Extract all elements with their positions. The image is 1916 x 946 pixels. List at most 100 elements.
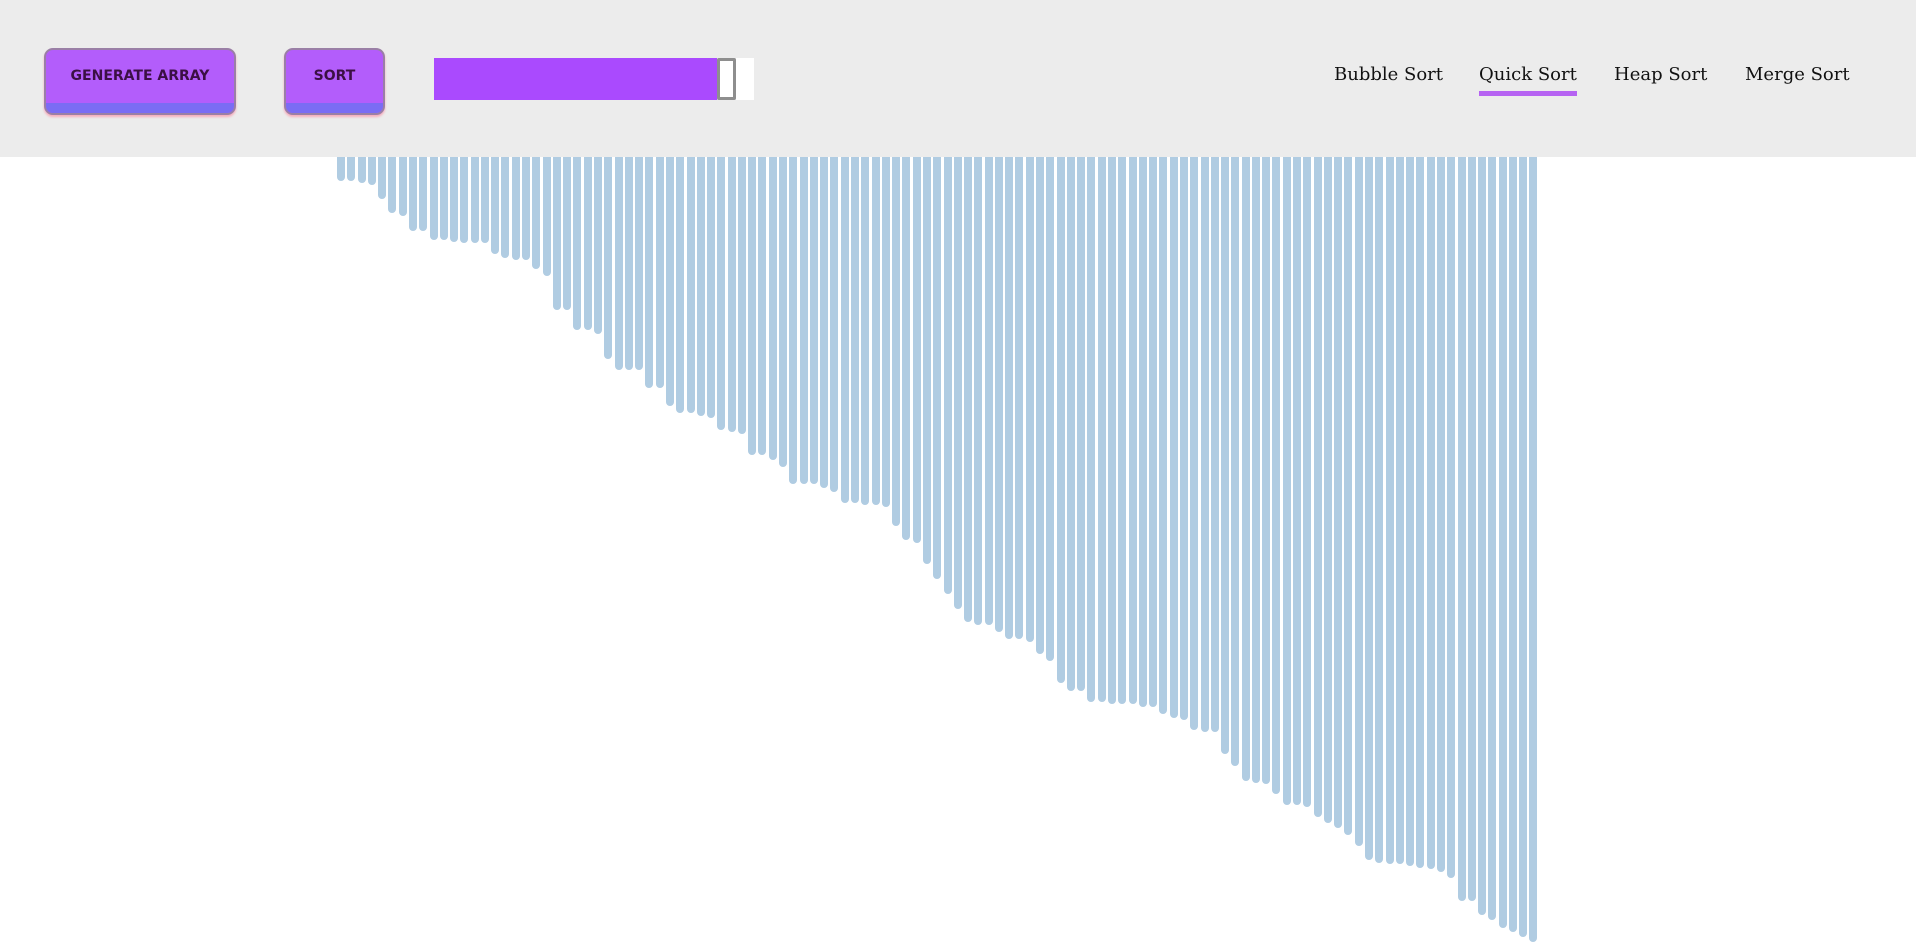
array-bar <box>399 157 407 216</box>
array-bar <box>388 157 396 213</box>
array-bar <box>1283 157 1291 805</box>
array-bar <box>1180 157 1188 720</box>
array-bar <box>1272 157 1280 794</box>
sort-label: SORT <box>313 68 356 84</box>
array-bar <box>810 157 818 484</box>
array-bar <box>913 157 921 543</box>
array-bar <box>635 157 643 370</box>
array-bar <box>1118 157 1126 704</box>
array-bar <box>985 157 993 625</box>
array-bar <box>1098 157 1106 702</box>
array-bar <box>769 157 777 460</box>
array-bar <box>902 157 910 540</box>
array-bar <box>1386 157 1394 864</box>
slider-thumb[interactable] <box>717 58 736 100</box>
array-bar <box>923 157 931 564</box>
nav-quick-sort[interactable]: Quick Sort <box>1479 64 1577 96</box>
array-bar <box>450 157 458 242</box>
array-bar <box>1201 157 1209 732</box>
array-bar <box>1129 157 1137 704</box>
array-bar <box>1468 157 1476 901</box>
array-bar <box>1108 157 1116 704</box>
array-bar <box>1478 157 1486 915</box>
generate-array-button[interactable]: GENERATE ARRAY <box>44 48 236 115</box>
nav-bubble-sort[interactable]: Bubble Sort <box>1334 64 1444 85</box>
array-bar <box>1159 157 1167 714</box>
toolbar: GENERATE ARRAY SORT Bubble Sort Quick So… <box>0 0 1916 157</box>
array-bar <box>1355 157 1363 846</box>
array-bar <box>563 157 571 310</box>
array-bar <box>800 157 808 484</box>
array-bar <box>378 157 386 199</box>
array-bar <box>1499 157 1507 928</box>
array-bar <box>358 157 366 183</box>
array-bar <box>1334 157 1342 828</box>
nav-heap-sort[interactable]: Heap Sort <box>1614 64 1708 85</box>
array-bar <box>1519 157 1527 937</box>
array-bar <box>974 157 982 625</box>
array-bar <box>964 157 972 622</box>
array-bar <box>1015 157 1023 639</box>
sort-button[interactable]: SORT <box>284 48 385 115</box>
array-bar <box>604 157 612 359</box>
array-bar <box>553 157 561 310</box>
array-bar <box>1427 157 1435 869</box>
array-bar <box>1149 157 1157 707</box>
array-bar <box>1437 157 1445 872</box>
array-size-slider[interactable] <box>434 58 754 100</box>
array-bar <box>1458 157 1466 901</box>
nav-merge-sort[interactable]: Merge Sort <box>1745 64 1850 85</box>
array-bar <box>717 157 725 430</box>
array-bar <box>779 157 787 467</box>
array-bar <box>1252 157 1260 783</box>
array-bar <box>368 157 376 185</box>
array-bar <box>501 157 509 258</box>
array-bar <box>1170 157 1178 718</box>
array-bar <box>1231 157 1239 766</box>
slider-fill <box>434 58 717 100</box>
array-bar <box>1447 157 1455 878</box>
array-bar <box>1344 157 1352 835</box>
array-bar <box>1067 157 1075 691</box>
array-bar <box>532 157 540 269</box>
array-bar <box>1406 157 1414 866</box>
array-bar <box>758 157 766 455</box>
array-bar <box>892 157 900 526</box>
array-bar <box>460 157 468 243</box>
array-bar <box>882 157 890 507</box>
array-bar <box>1046 157 1054 661</box>
array-bar <box>1057 157 1065 683</box>
array-bar <box>1026 157 1034 642</box>
array-bar <box>1375 157 1383 863</box>
array-bar <box>1221 157 1229 754</box>
array-bar <box>728 157 736 432</box>
array-bar <box>851 157 859 503</box>
array-bar <box>471 157 479 243</box>
array-bar <box>1509 157 1517 932</box>
array-bar <box>1303 157 1311 807</box>
array-bar <box>666 157 674 406</box>
array-bar <box>522 157 530 260</box>
array-bar <box>481 157 489 243</box>
array-bar <box>594 157 602 334</box>
array-bar <box>512 157 520 260</box>
array-bar <box>830 157 838 492</box>
slider-track <box>736 58 754 100</box>
array-bar <box>687 157 695 413</box>
array-bar <box>409 157 417 231</box>
array-bar <box>933 157 941 579</box>
array-bar <box>430 157 438 240</box>
array-bar <box>861 157 869 505</box>
array-bar <box>995 157 1003 632</box>
array-bar <box>1324 157 1332 823</box>
array-bar <box>954 157 962 609</box>
array-bar <box>1190 157 1198 730</box>
array-bar <box>820 157 828 488</box>
array-bar <box>789 157 797 484</box>
array-bar <box>656 157 664 388</box>
array-bars-container <box>0 157 1916 946</box>
array-bar <box>872 157 880 505</box>
array-bar <box>1529 157 1537 942</box>
array-bar <box>543 157 551 276</box>
array-bar <box>676 157 684 413</box>
